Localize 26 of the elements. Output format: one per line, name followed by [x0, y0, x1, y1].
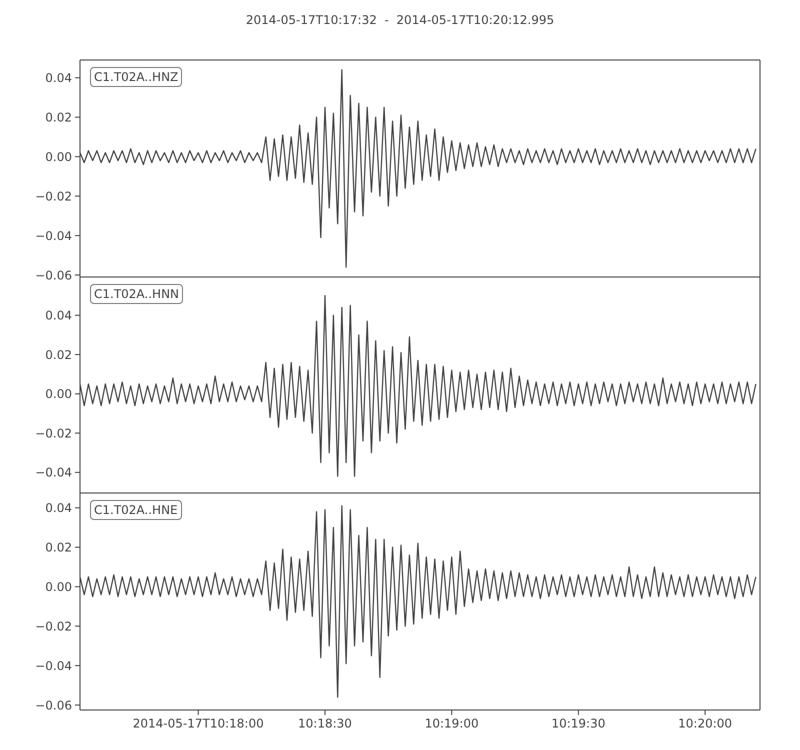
y-tick-label: 0.02	[45, 110, 72, 124]
x-tick-label: 10:18:30	[298, 716, 352, 731]
y-tick-label: −0.06	[35, 268, 72, 282]
x-tick-label: 10:19:00	[424, 716, 479, 731]
chart-title: 2014-05-17T10:17:32 - 2014-05-17T10:20:12.995	[244, 12, 556, 29]
y-tick-label: −0.04	[35, 658, 72, 673]
y-tick-label: 0.04	[45, 501, 72, 516]
annotation: C1.T02A..HNN	[90, 284, 184, 304]
x-tick-label: 2014-05-17T10:18:00	[132, 716, 264, 731]
y-tick-label: 0.02	[45, 540, 72, 555]
annotation: C1.T02A..HNZ	[90, 67, 182, 87]
y-tick-label: −0.06	[35, 698, 72, 712]
y-tick-label: −0.04	[35, 228, 72, 243]
y-tick-label: −0.02	[35, 426, 72, 440]
y-tick-label: 0.02	[45, 348, 72, 362]
y-tick-label: −0.02	[35, 619, 72, 634]
y-tick-label: 0.00	[45, 387, 72, 402]
y-tick-label: −0.04	[35, 466, 72, 480]
annotation: C1.T02A..HNE	[90, 500, 182, 520]
y-tick-label: 0.04	[45, 71, 72, 86]
y-tick-label: 0.04	[45, 308, 72, 323]
x-tick-label: 10:19:30	[551, 716, 606, 731]
y-tick-label: 0.00	[45, 150, 72, 164]
y-tick-label: −0.02	[35, 189, 72, 204]
x-tick-label: 10:20:00	[678, 716, 732, 731]
y-tick-label: 0.00	[45, 580, 72, 594]
